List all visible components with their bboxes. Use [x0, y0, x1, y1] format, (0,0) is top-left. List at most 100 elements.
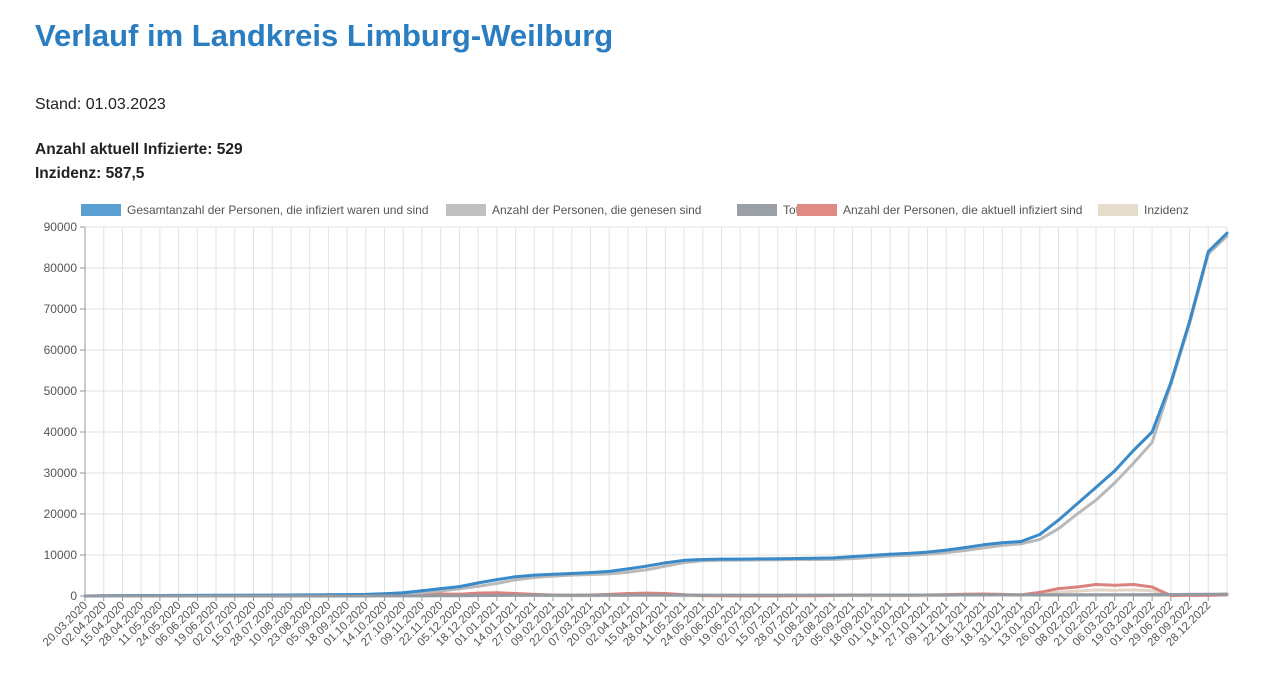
data-point [1150, 430, 1154, 434]
legend-swatch [737, 204, 777, 216]
data-point [888, 552, 892, 556]
series-3 [83, 231, 1229, 598]
y-tick-label: 20000 [44, 507, 78, 521]
data-point [345, 594, 349, 598]
y-tick-label: 0 [70, 589, 77, 603]
data-point [102, 594, 106, 598]
data-point [383, 594, 387, 598]
data-point [514, 575, 518, 579]
data-point [963, 593, 967, 597]
data-point [364, 594, 368, 598]
data-point [1057, 587, 1061, 591]
data-point [794, 556, 798, 560]
data-point [963, 546, 967, 550]
data-point [532, 573, 536, 577]
data-point [1131, 593, 1135, 597]
legend-item: Anzahl der Personen, die genesen sind [446, 203, 701, 217]
y-tick-label: 80000 [44, 261, 78, 275]
data-point [1206, 592, 1210, 596]
data-point [476, 591, 480, 595]
data-point [982, 546, 986, 550]
data-point [626, 593, 630, 597]
data-point [869, 553, 873, 557]
data-point [401, 594, 405, 598]
legend-swatch [81, 204, 121, 216]
data-point [1131, 461, 1135, 465]
data-point [1169, 593, 1173, 597]
data-point [401, 591, 405, 595]
legend-item: Inzidenz [1098, 203, 1189, 217]
legend-label: Anzahl der Personen, die genesen sind [492, 203, 701, 217]
data-point [1057, 590, 1061, 594]
data-point [439, 587, 443, 591]
data-point [832, 593, 836, 597]
data-point [776, 557, 780, 561]
data-point [1019, 539, 1023, 543]
y-tick-label: 50000 [44, 384, 78, 398]
series-line [84, 235, 1229, 598]
data-point [645, 564, 649, 568]
data-point [551, 593, 555, 597]
data-point [813, 593, 817, 597]
legend-item: Gesamtanzahl der Personen, die infiziert… [81, 203, 429, 217]
legend-swatch [1098, 204, 1138, 216]
data-point [1131, 583, 1135, 587]
data-point [626, 567, 630, 571]
data-point [720, 593, 724, 597]
legend-label: Anzahl der Personen, die aktuell infizie… [843, 203, 1082, 217]
data-point [1188, 592, 1192, 596]
series-4 [83, 592, 1229, 598]
data-point [1000, 593, 1004, 597]
data-point [214, 594, 218, 598]
data-point [1038, 590, 1042, 594]
data-point [177, 594, 181, 598]
data-point [588, 593, 592, 597]
data-point [794, 593, 798, 597]
legend-label: Inzidenz [1144, 203, 1189, 217]
data-point [532, 593, 536, 597]
data-point [982, 543, 986, 547]
y-tick-label: 10000 [44, 548, 78, 562]
legend: Gesamtanzahl der Personen, die infiziert… [81, 203, 1189, 217]
data-point [139, 594, 143, 598]
data-point [944, 551, 948, 555]
data-point [1075, 585, 1079, 589]
data-point [532, 575, 536, 579]
legend-swatch [797, 204, 837, 216]
data-point [1113, 593, 1117, 597]
data-point [326, 594, 330, 598]
data-point [682, 593, 686, 597]
data-point [982, 593, 986, 597]
data-point [851, 555, 855, 559]
data-point [1019, 542, 1023, 546]
data-point [551, 572, 555, 576]
data-point [1038, 537, 1042, 541]
active-infected: Anzahl aktuell Infizierte: 529 [35, 141, 243, 158]
data-point [607, 572, 611, 576]
data-point [738, 557, 742, 561]
y-tick-label: 60000 [44, 343, 78, 357]
data-point [1150, 593, 1154, 597]
data-point [757, 593, 761, 597]
legend-item: Tote [737, 203, 806, 217]
data-point [607, 569, 611, 573]
data-point [476, 594, 480, 598]
data-point [1094, 583, 1098, 587]
data-point [588, 571, 592, 575]
data-point [570, 571, 574, 575]
data-point [420, 589, 424, 593]
data-point [1019, 593, 1023, 597]
axes: 0 10000 20000 30000 40000 50000 60000 70000 8000… [41, 220, 1228, 649]
series-line [84, 232, 1229, 598]
data-point [1000, 543, 1004, 547]
y-tick-label: 70000 [44, 302, 78, 316]
data-point [925, 593, 929, 597]
data-point [1057, 593, 1061, 597]
data-point [1113, 469, 1117, 473]
data-point [626, 570, 630, 574]
y-tick-label: 40000 [44, 425, 78, 439]
data-point [645, 593, 649, 597]
data-point [851, 593, 855, 597]
data-point [907, 551, 911, 555]
